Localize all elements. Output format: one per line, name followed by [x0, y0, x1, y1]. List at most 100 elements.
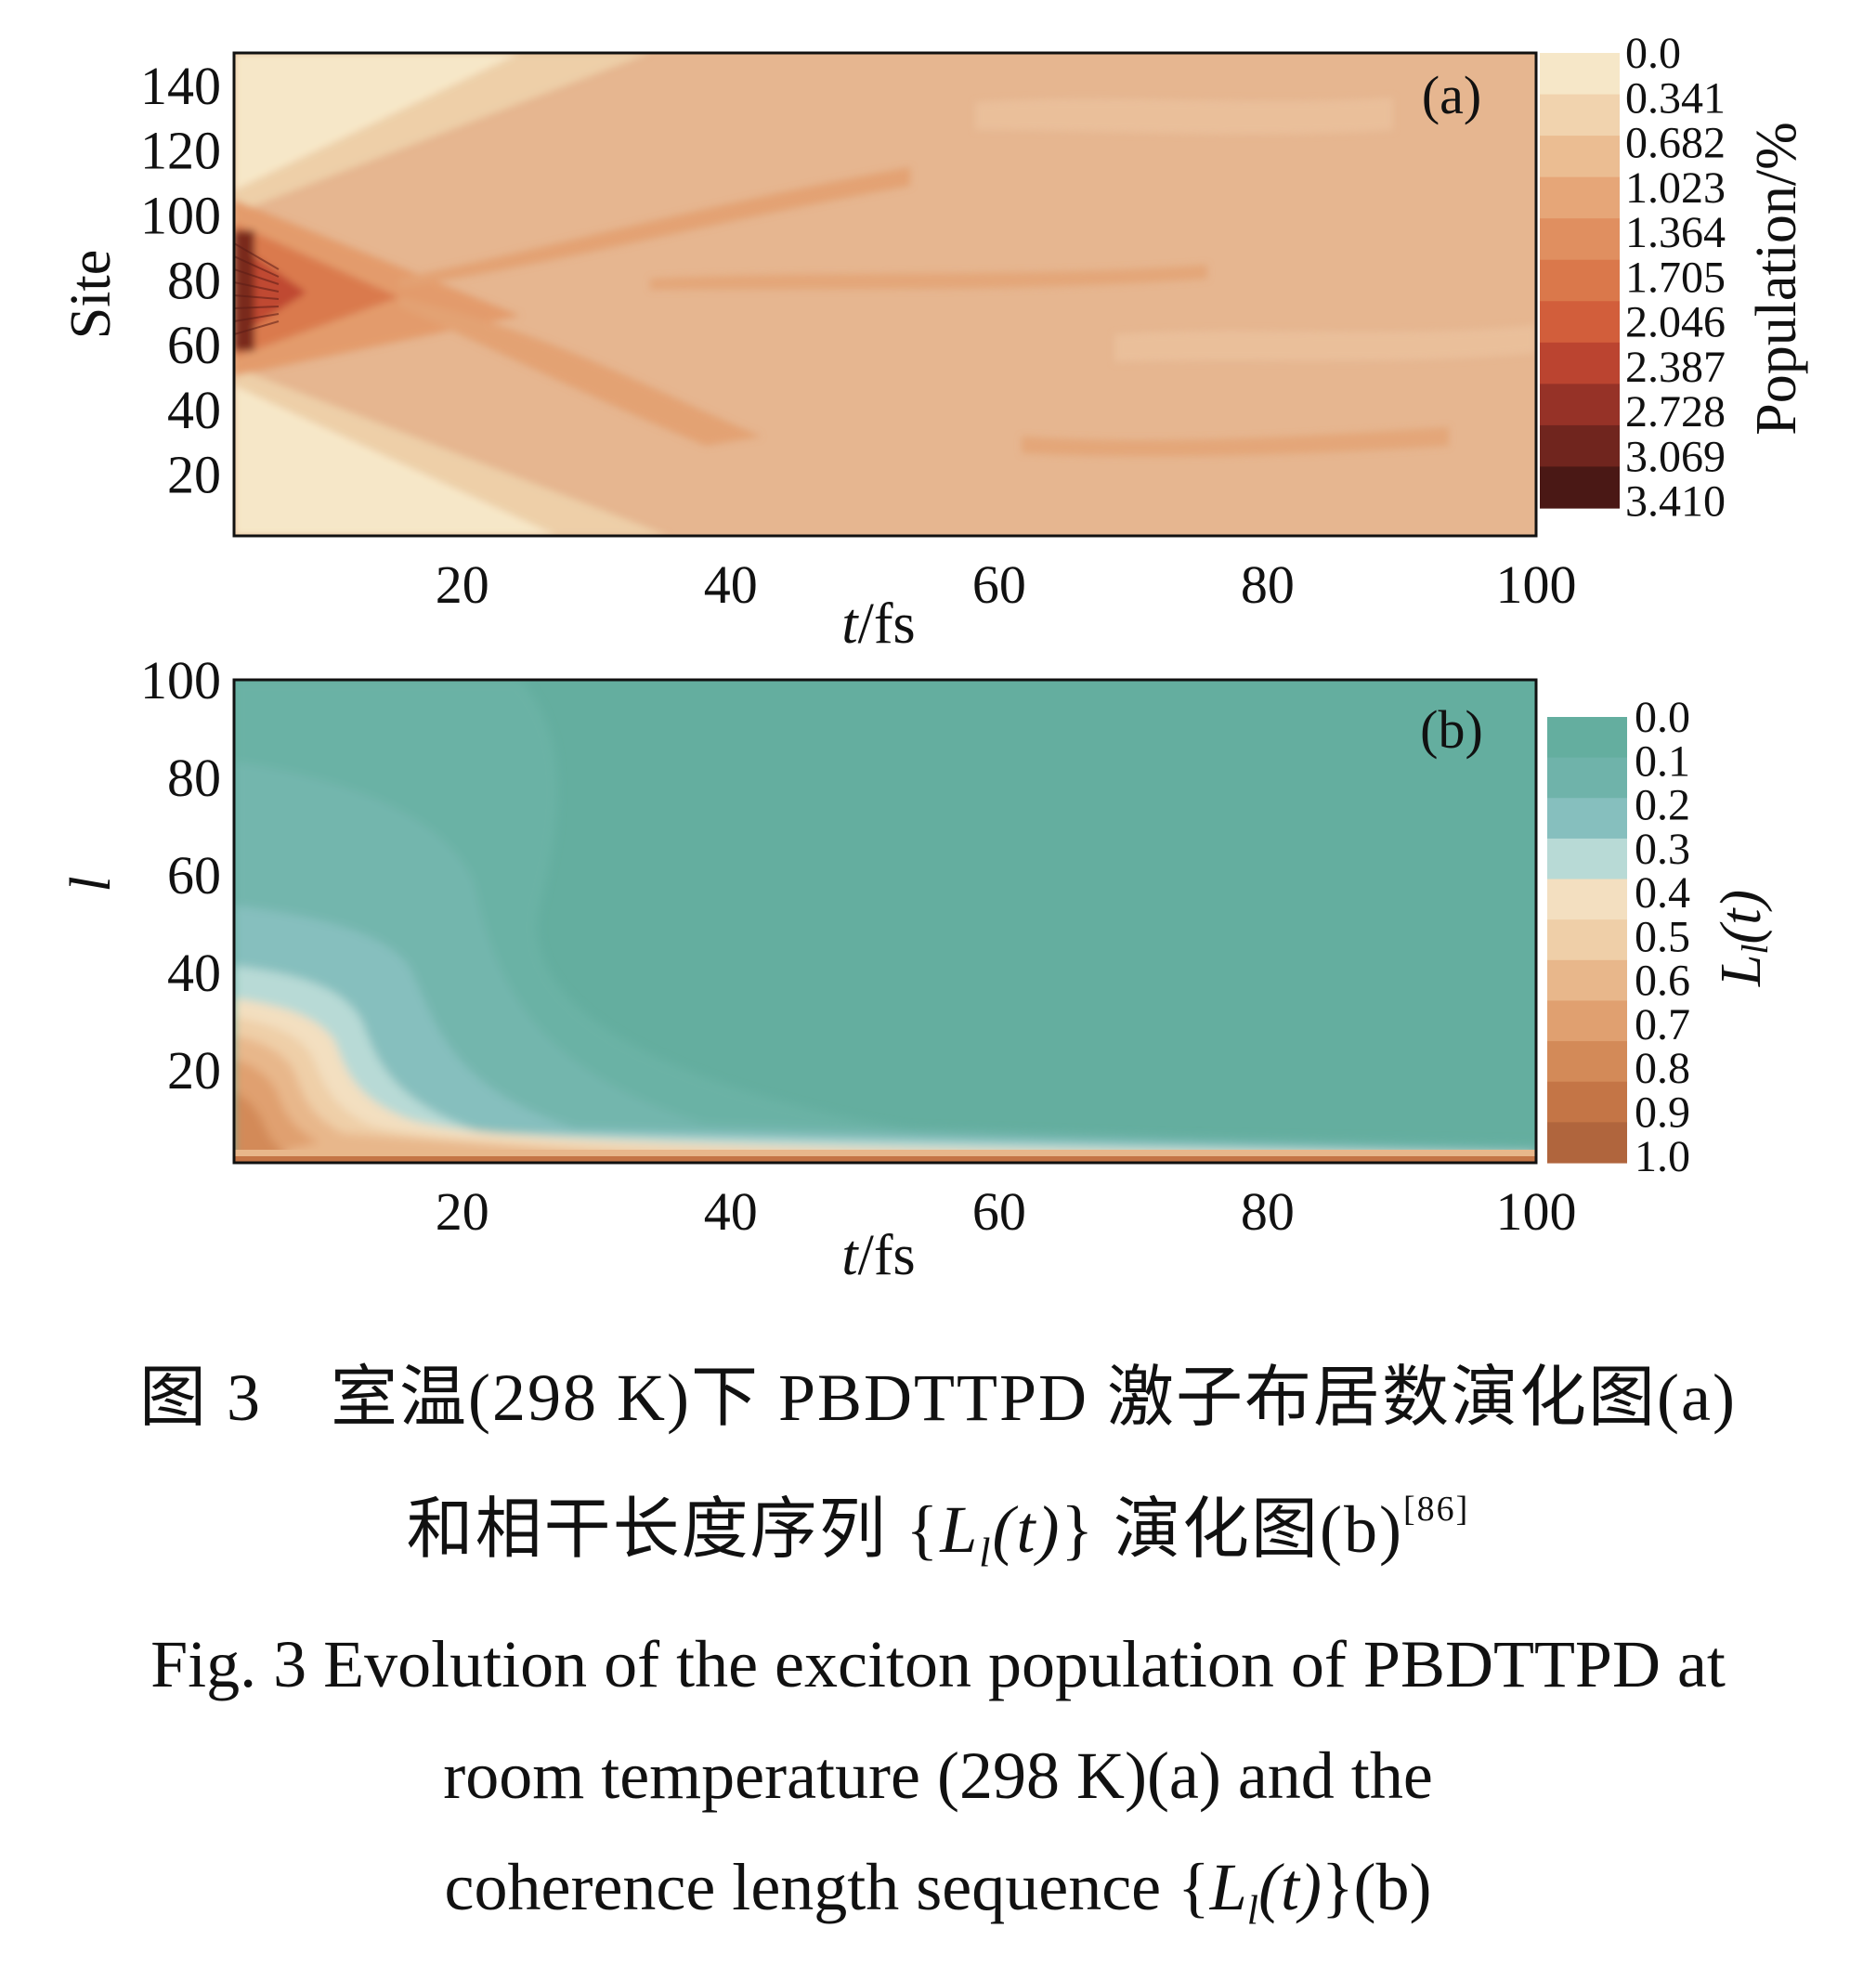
caption-en-line1: Fig. 3 Evolution of the exciton populati… [150, 1627, 1726, 1702]
colorbar-tick-label: 1.705 [1625, 253, 1726, 302]
colorbar-tick-label: 0.0 [1635, 693, 1690, 742]
panel-b-plot [234, 680, 1536, 1163]
panel-a-streak-3 [650, 265, 1207, 290]
y-tick-label: 20 [167, 1040, 221, 1101]
panel-a-wedge-core [234, 223, 399, 358]
colorbar-tick-label: 0.2 [1635, 781, 1690, 830]
colorbar-tick-label: 3.410 [1625, 477, 1726, 527]
panel-a-ylabel: Site [59, 250, 123, 339]
colorbar-swatch [1540, 136, 1620, 178]
caption-zh-symbol-t: (t) [992, 1492, 1062, 1567]
panel-b-colorbar-label: Ll(t) [1710, 890, 1776, 987]
colorbar-tick-label: 0.7 [1635, 1000, 1690, 1049]
x-tick-label: 100 [1496, 554, 1577, 615]
panel-a-light-top [234, 53, 650, 214]
caption-en-symbol-l: l [1246, 1887, 1258, 1934]
colorbar-tick-label: 1.0 [1635, 1132, 1690, 1181]
panel-b-ylabel: l [59, 876, 123, 892]
colorbar-tick-label: 3.069 [1625, 432, 1726, 481]
y-tick-label: 80 [167, 250, 221, 310]
panel-a-streak-2 [399, 167, 910, 288]
caption-en-line3: coherence length sequence {Ll(t)}(b) [0, 1831, 1876, 1966]
colorbar-swatch [1547, 838, 1627, 880]
caption-en-symbol-t: (t) [1257, 1850, 1322, 1925]
panel-b-contour-07 [234, 1036, 650, 1163]
x-tick-label: 80 [1241, 554, 1295, 615]
x-tick-label: 40 [704, 554, 758, 615]
y-tick-label: 100 [140, 650, 221, 710]
colorbar-swatch [1540, 53, 1620, 96]
caption-en-line3-post: }(b) [1321, 1850, 1432, 1925]
caption-zh-line2-pre: 和相干长度序列 { [406, 1492, 941, 1567]
panel-b-label: (b) [1420, 699, 1483, 760]
x-tick-label: 80 [1241, 1181, 1295, 1242]
colorbar-tick-label: 0.0 [1625, 29, 1681, 78]
panel-b-colorbar: 0.00.10.20.30.40.50.60.70.80.91.0 [1547, 693, 1690, 1181]
colorbar-swatch [1540, 94, 1620, 137]
panel-a-light-bottom [234, 367, 669, 536]
colorbar-tick-label: 0.1 [1635, 736, 1690, 786]
panel-a-striations [234, 242, 280, 335]
caption-zh-line2-post: } 演化图(b) [1061, 1492, 1403, 1567]
caption-en-symbol-L: L [1209, 1850, 1247, 1925]
caption-en-line3-pre: coherence length sequence { [444, 1850, 1210, 1925]
colorbar-swatch [1547, 1122, 1627, 1164]
panel-b-xlabel: t/fs [841, 1224, 915, 1287]
colorbar-swatch [1547, 959, 1627, 1002]
panel-b-contour-09 [234, 1091, 297, 1163]
caption-zh-line2: 和相干长度序列 {Ll(t)} 演化图(b)[86] [0, 1453, 1876, 1609]
colorbar-swatch [1547, 1000, 1627, 1042]
colorbar-swatch [1540, 342, 1620, 384]
colorbar-tick-label: 0.5 [1635, 912, 1690, 961]
panel-a-xlabel: t/fs [841, 593, 915, 656]
y-tick-label: 40 [167, 380, 221, 440]
panel-a-plot [234, 53, 1536, 536]
colorbar-tick-label: 0.3 [1635, 825, 1690, 874]
colorbar-swatch [1540, 259, 1620, 302]
caption-zh-symbol-L: L [940, 1492, 980, 1567]
colorbar-tick-label: 0.8 [1635, 1044, 1690, 1093]
colorbar-tick-label: 1.023 [1625, 163, 1726, 213]
x-tick-label: 60 [972, 1181, 1026, 1242]
y-tick-label: 120 [140, 121, 221, 181]
colorbar-swatch [1540, 176, 1620, 219]
panel-b-contour-02 [234, 762, 1536, 1163]
caption-zh-reference: [86] [1403, 1490, 1470, 1529]
colorbar-tick-label: 2.387 [1625, 343, 1726, 392]
x-tick-label: 40 [704, 1181, 758, 1242]
panel-b-bottom-band-dark [234, 1156, 1536, 1163]
colorbar-tick-label: 0.682 [1625, 119, 1726, 168]
colorbar-tick-label: 1.364 [1625, 208, 1726, 257]
y-tick-label: 80 [167, 748, 221, 808]
caption-en-line2: room temperature (298 K)(a) and the [443, 1739, 1433, 1814]
colorbar-swatch [1547, 717, 1627, 759]
caption-zh-symbol-l: l [979, 1530, 993, 1576]
colorbar-tick-label: 0.9 [1635, 1088, 1690, 1138]
colorbar-swatch [1547, 879, 1627, 920]
y-tick-label: 60 [167, 845, 221, 905]
colorbar-swatch [1540, 424, 1620, 468]
panel-b-axes: 20 40 60 80 100 20 40 60 80 100 [140, 650, 1577, 1242]
caption-zh-line1: 图 3 室温(298 K)下 PBDTTPD 激子布居数演化图(a) [139, 1361, 1737, 1435]
panel-a-label: (a) [1422, 65, 1481, 125]
panel-a-patch-1 [975, 98, 1393, 135]
y-tick-label: 20 [167, 445, 221, 505]
y-tick-label: 100 [140, 185, 221, 245]
y-tick-label: 40 [167, 943, 221, 1003]
colorbar-swatch [1547, 757, 1627, 799]
panel-a-colorbar: 0.00.3410.6821.0231.3641.7052.0462.3872.… [1540, 29, 1726, 527]
x-tick-label: 20 [436, 554, 489, 615]
panel-a-colorbar-label: Population/% [1745, 122, 1808, 436]
colorbar-tick-label: 0.341 [1625, 73, 1726, 123]
y-tick-label: 60 [167, 315, 221, 375]
colorbar-tick-label: 0.4 [1635, 868, 1690, 918]
figure-caption: 图 3 室温(298 K)下 PBDTTPD 激子布居数演化图(a) 和相干长度… [0, 1342, 1876, 1967]
y-tick-label: 140 [140, 56, 221, 116]
colorbar-swatch [1540, 301, 1620, 344]
colorbar-swatch [1540, 218, 1620, 261]
colorbar-swatch [1540, 384, 1620, 426]
panel-b-frame [232, 678, 1538, 1165]
colorbar-swatch [1547, 1081, 1627, 1123]
